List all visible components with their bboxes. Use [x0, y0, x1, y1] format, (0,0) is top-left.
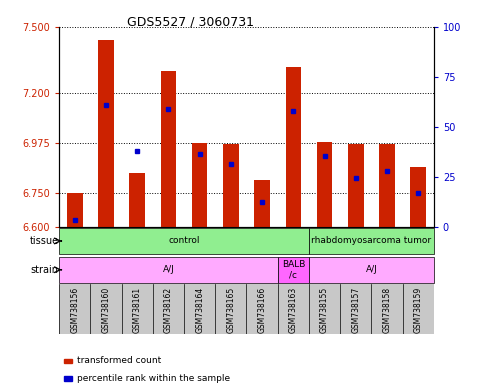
Text: GDS5527 / 3060731: GDS5527 / 3060731	[127, 15, 254, 28]
Bar	[317, 142, 332, 227]
Text: GSM738163: GSM738163	[289, 286, 298, 333]
Bar	[285, 67, 301, 227]
Text: GSM738162: GSM738162	[164, 286, 173, 333]
Text: GSM738165: GSM738165	[226, 286, 235, 333]
Text: GSM738161: GSM738161	[133, 286, 141, 333]
Text: control: control	[168, 237, 200, 245]
Text: GSM738157: GSM738157	[352, 286, 360, 333]
Bar	[379, 144, 395, 227]
Bar	[223, 144, 239, 227]
Bar	[129, 173, 145, 227]
Bar	[410, 167, 426, 227]
Text: percentile rank within the sample: percentile rank within the sample	[76, 374, 230, 383]
Text: tissue: tissue	[30, 236, 59, 246]
Bar	[348, 144, 363, 227]
Text: GSM738155: GSM738155	[320, 286, 329, 333]
Text: GSM738164: GSM738164	[195, 286, 204, 333]
Text: A/J: A/J	[365, 265, 377, 274]
Bar	[161, 71, 176, 227]
Bar	[192, 143, 208, 227]
Bar	[59, 228, 309, 254]
Text: strain: strain	[31, 265, 59, 275]
Text: A/J: A/J	[163, 265, 175, 274]
Text: GSM738156: GSM738156	[70, 286, 79, 333]
Text: GSM738166: GSM738166	[258, 286, 267, 333]
Bar	[254, 180, 270, 227]
Text: BALB
/c: BALB /c	[282, 260, 305, 280]
Text: GSM738159: GSM738159	[414, 286, 423, 333]
Bar	[98, 40, 114, 227]
Bar	[278, 257, 309, 283]
Bar	[59, 257, 278, 283]
Text: rhabdomyosarcoma tumor: rhabdomyosarcoma tumor	[312, 237, 431, 245]
Bar	[67, 193, 83, 227]
Bar	[309, 228, 434, 254]
Text: GSM738160: GSM738160	[102, 286, 110, 333]
Text: GSM738158: GSM738158	[383, 286, 391, 333]
Text: transformed count: transformed count	[76, 356, 161, 366]
Bar	[309, 257, 434, 283]
